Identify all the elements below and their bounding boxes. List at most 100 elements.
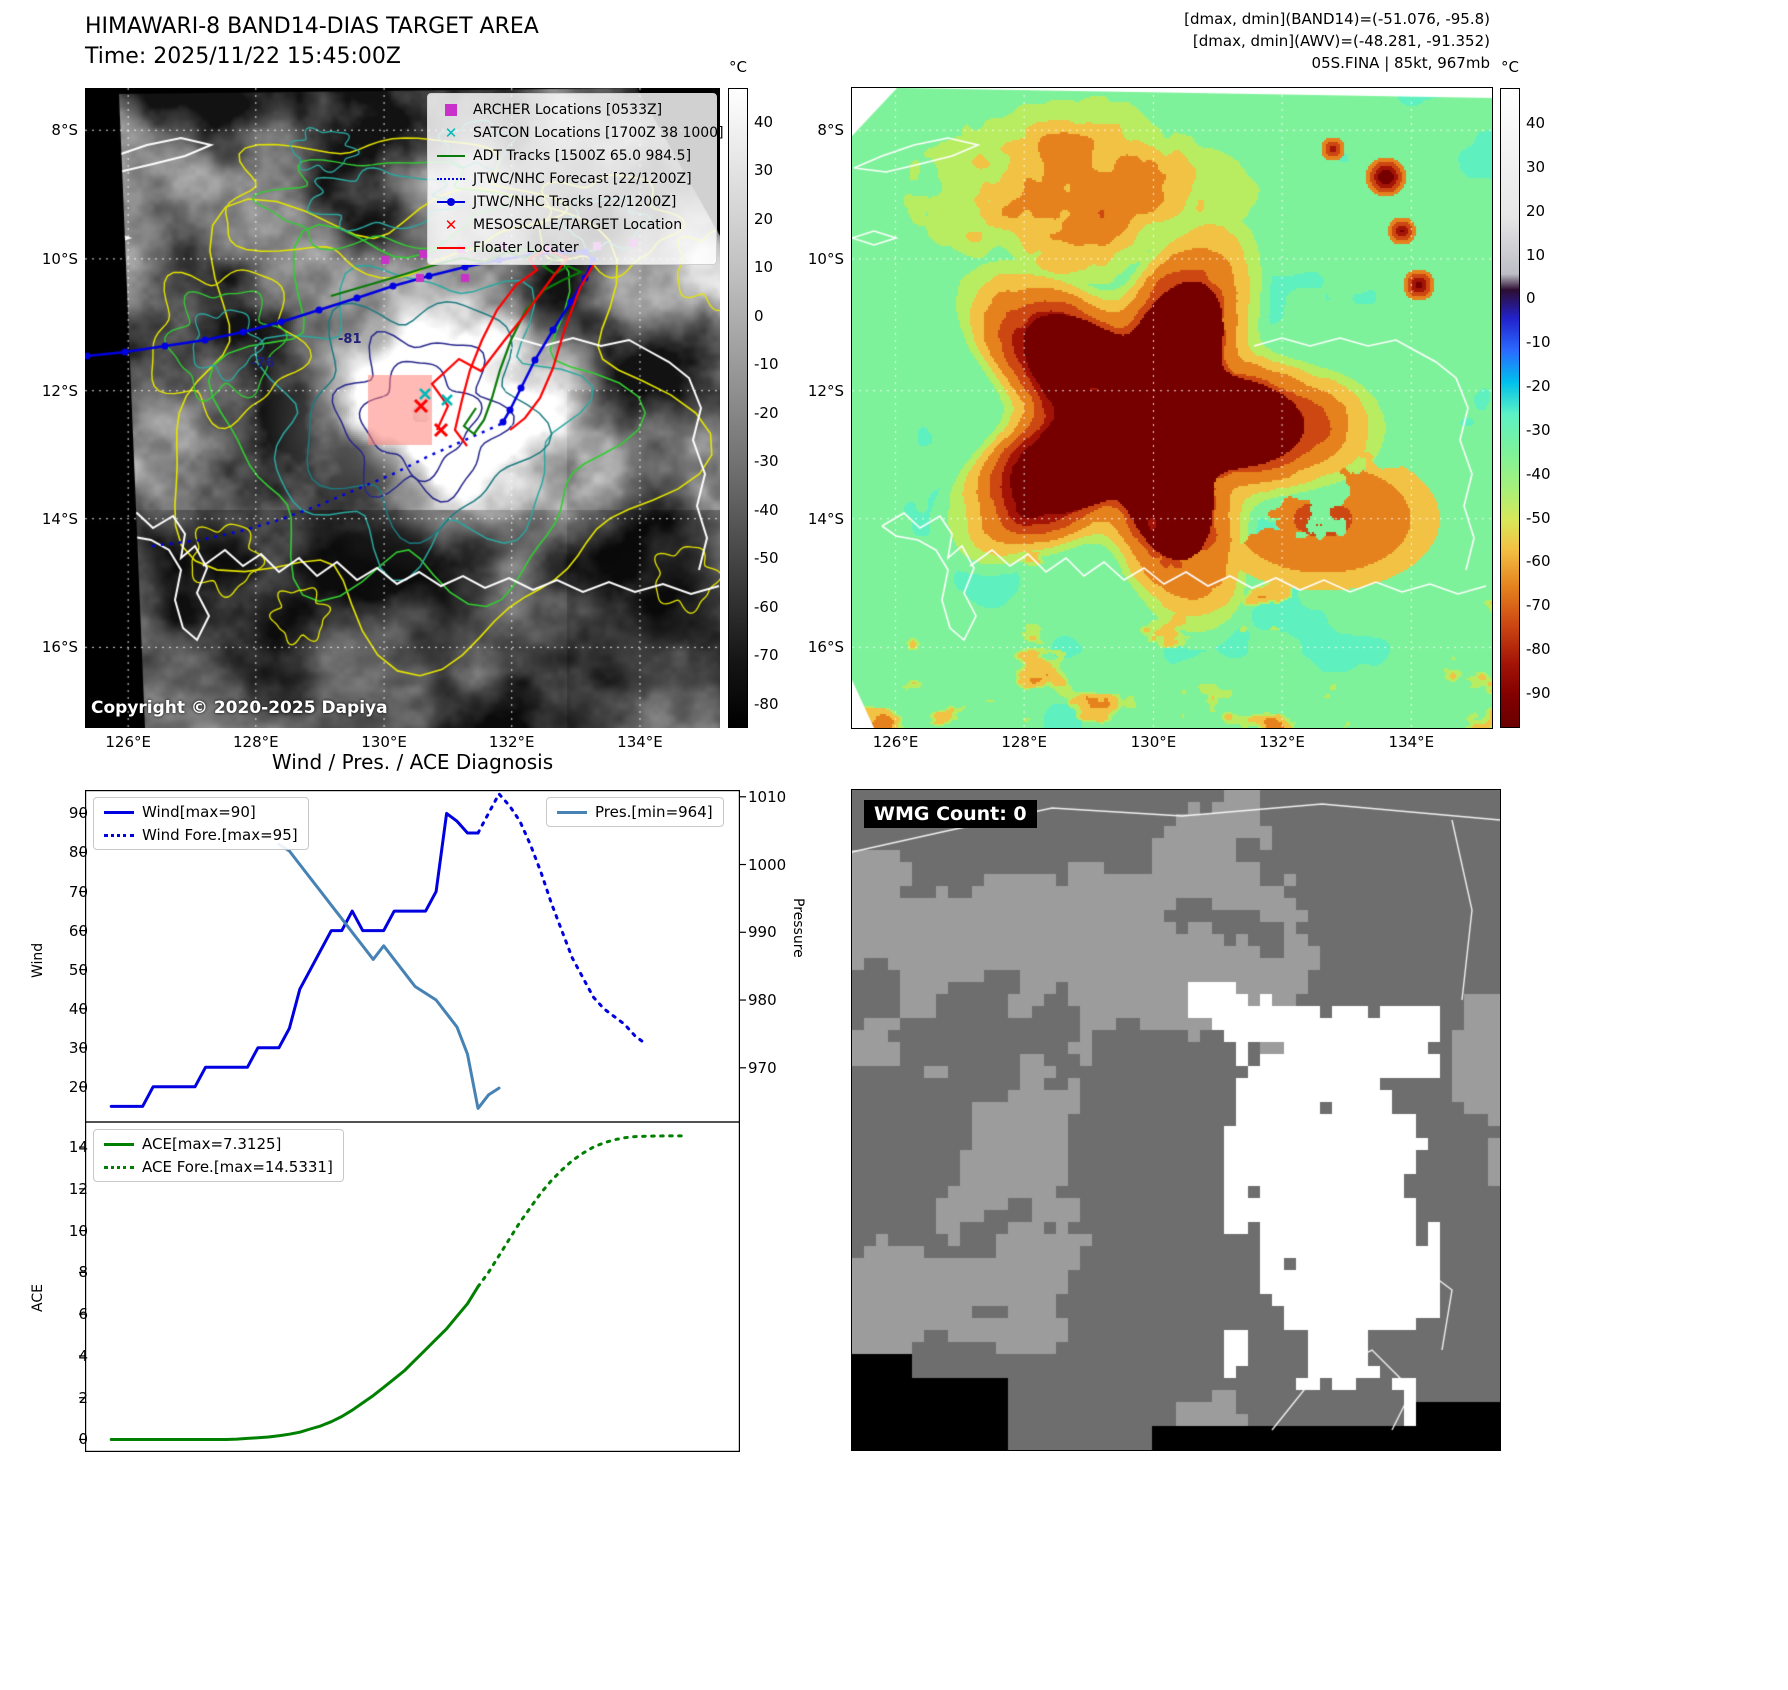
awv-lon-tick: 128°E: [1001, 733, 1047, 751]
band14-colorbar-tick: -80: [754, 694, 779, 713]
awv-colorbar-tick: 30: [1526, 157, 1546, 176]
wind-tick: 90: [68, 804, 88, 823]
awv-lat-tick: 10°S: [807, 249, 844, 268]
legend-item: SATCON Locations [1700Z 38 1000]: [436, 123, 724, 143]
ace-tick: 8: [78, 1263, 88, 1282]
awv-colorbar-tick: 40: [1526, 114, 1546, 133]
awv-colorbar-tick: -80: [1526, 640, 1551, 659]
awv-colorbar-tick: -60: [1526, 552, 1551, 571]
ace-legend: ACE[max=7.3125] ACE Fore.[max=14.5331]: [93, 1129, 344, 1182]
legend-label: Floater Locater: [473, 240, 579, 256]
band14-colorbar: [728, 88, 748, 728]
copyright-text: Copyright © 2020-2025 Dapiya: [91, 698, 388, 718]
awv-colorbar-tick: -30: [1526, 420, 1551, 439]
legend-item: Wind Fore.[max=95]: [104, 826, 298, 844]
wind-fore-max-line: [476, 792, 648, 1046]
pressure-line-swatch-icon: [557, 810, 587, 814]
awv-lat-tick: 16°S: [807, 638, 844, 657]
awv-lat-tick: 14°S: [807, 509, 844, 528]
mesoscale-x-icon: [436, 217, 466, 233]
jtwc-track-line-icon: [436, 194, 466, 210]
legend-label: ARCHER Locations [0533Z]: [473, 102, 663, 118]
awv-header-line: [dmax, dmin](BAND14)=(-51.076, -95.8): [1184, 10, 1490, 28]
band14-colorbar-tick: -40: [754, 500, 779, 519]
awv-colorbar-tick: 0: [1526, 289, 1536, 308]
wind-line-swatch-icon: [104, 810, 134, 814]
band14-colorbar-tick: -50: [754, 549, 779, 568]
legend-item: Wind[max=90]: [104, 803, 298, 821]
legend-label: Wind Fore.[max=95]: [142, 826, 298, 844]
pres-min-line: [277, 842, 501, 1110]
wind-forecast-dotted-swatch-icon: [104, 833, 134, 837]
awv-colorbar-tick: -20: [1526, 377, 1551, 396]
band14-lat-tick: 16°S: [41, 638, 78, 657]
band14-legend: ARCHER Locations [0533Z] SATCON Location…: [427, 93, 724, 265]
jtwc-forecast-dotted-line-icon: [436, 171, 466, 187]
band14-time: Time: 2025/11/22 15:45:00Z: [85, 44, 401, 69]
legend-label: ACE[max=7.3125]: [142, 1135, 282, 1153]
legend-label: JTWC/NHC Forecast [22/1200Z]: [473, 171, 692, 187]
pressure-legend: Pres.[min=964]: [546, 797, 724, 827]
awv-colorbar-tick: -10: [1526, 333, 1551, 352]
awv-colorbar: [1500, 88, 1520, 728]
wind-max-line: [109, 811, 480, 1108]
awv-colorbar-tick: -50: [1526, 508, 1551, 527]
legend-item: ACE Fore.[max=14.5331]: [104, 1158, 333, 1176]
ace-fore-max-line: [476, 1134, 690, 1289]
band14-lat-tick: 10°S: [41, 249, 78, 268]
awv-colorbar-tick: -40: [1526, 464, 1551, 483]
pressure-tick: 1010: [748, 787, 787, 806]
wmg-count-badge: WMG Count: 0: [864, 800, 1037, 828]
awv-colorbar-tick: -70: [1526, 596, 1551, 615]
chart-frame: [85, 1121, 740, 1452]
band14-colorbar-tick: -70: [754, 646, 779, 665]
ace-tick: 0: [78, 1430, 88, 1449]
band14-colorbar-unit: °C: [729, 58, 747, 76]
wmg-map: WMG Count: 0: [851, 789, 1501, 1451]
legend-item: MESOSCALE/TARGET Location: [436, 215, 708, 235]
legend-label: JTWC/NHC Tracks [22/1200Z]: [473, 194, 677, 210]
ace-forecast-dotted-swatch-icon: [104, 1165, 134, 1169]
band14-title: HIMAWARI-8 BAND14-DIAS TARGET AREA: [85, 14, 539, 39]
ace-tick: 12: [68, 1179, 88, 1198]
legend-label: ACE Fore.[max=14.5331]: [142, 1158, 333, 1176]
diagnosis-chart: [79, 790, 746, 1452]
awv-lat-tick: 12°S: [807, 381, 844, 400]
band14-colorbar-tick: 10: [754, 258, 774, 277]
awv-satellite-image: [852, 88, 1492, 728]
band14-colorbar-tick: -10: [754, 355, 779, 374]
wind-tick: 70: [68, 882, 88, 901]
band14-colorbar-tick: 0: [754, 306, 764, 325]
contour-label: -76: [251, 356, 275, 371]
awv-lon-tick: 126°E: [872, 733, 919, 751]
legend-item: Pres.[min=964]: [557, 803, 713, 821]
band14-map: -81 -76 ARCHER Locations [0533Z] SATCON …: [85, 88, 724, 728]
legend-label: SATCON Locations [1700Z 38 1000]: [473, 125, 724, 141]
adt-track-line-icon: [436, 148, 466, 164]
band14-lon-tick: 126°E: [105, 733, 151, 751]
pressure-tick: 1000: [748, 855, 787, 874]
band14-lat-tick: 14°S: [41, 509, 78, 528]
awv-header: [dmax, dmin](BAND14)=(-51.076, -95.8) [d…: [890, 8, 1490, 74]
contour-label: -81: [338, 332, 362, 347]
pressure-tick: 980: [748, 991, 777, 1010]
band14-colorbar-tick: 20: [754, 209, 774, 228]
archer-square-icon: [436, 102, 466, 118]
band14-colorbar-tick: 30: [754, 161, 774, 180]
ace-tick: 10: [68, 1221, 88, 1240]
band14-lon-tick: 128°E: [233, 733, 279, 751]
ace-tick: 4: [78, 1346, 88, 1365]
awv-lon-tick: 130°E: [1130, 733, 1177, 751]
awv-lat-tick: 8°S: [817, 121, 844, 140]
awv-map: [851, 87, 1493, 729]
legend-item: ADT Tracks [1500Z 65.0 984.5]: [436, 146, 708, 166]
pressure-tick: 990: [748, 923, 777, 942]
band14-colorbar-tick: -30: [754, 452, 779, 471]
wind-tick: 60: [68, 921, 88, 940]
awv-colorbar-tick: 20: [1526, 201, 1546, 220]
legend-label: Wind[max=90]: [142, 803, 256, 821]
awv-lon-tick: 132°E: [1259, 733, 1305, 751]
pressure-tick: 970: [748, 1058, 777, 1077]
awv-header-line: [dmax, dmin](AWV)=(-48.281, -91.352): [1192, 32, 1490, 50]
